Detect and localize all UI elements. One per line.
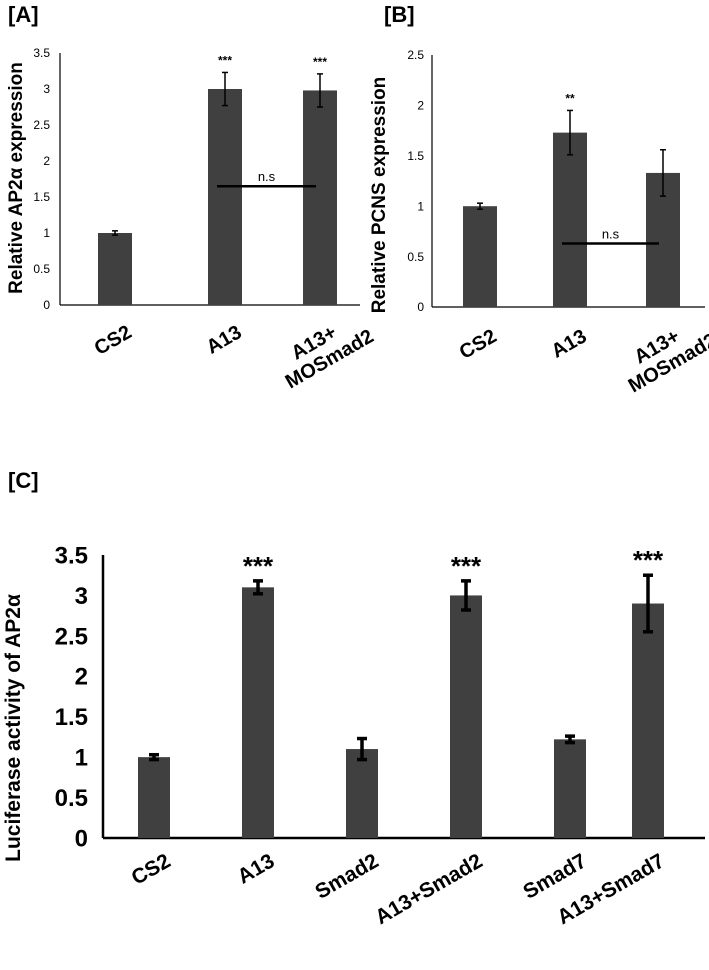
category-label: CS2 xyxy=(91,321,136,360)
category-label: A13+MOSmad2 xyxy=(614,310,709,397)
panel-label-c: [C] xyxy=(8,468,39,493)
y-tick-label: 3.5 xyxy=(55,542,88,569)
chart-a: Relative AP2α expression 0 0.5 1 1.5 2 2.5 3 3.… xyxy=(6,46,377,393)
significance-label: *** xyxy=(633,545,664,575)
y-tick-label: 0 xyxy=(75,825,88,852)
bar xyxy=(553,132,587,307)
bar xyxy=(208,89,242,305)
y-tick-label: 2.5 xyxy=(55,623,88,650)
category-label: Smad2 xyxy=(311,849,382,903)
y-tick-label: 2 xyxy=(43,154,50,168)
ns-label: n.s xyxy=(602,226,620,241)
y-tick-label: 1 xyxy=(43,226,50,240)
y-tick-label: 2 xyxy=(417,99,424,113)
y-tick-label: 0 xyxy=(417,300,424,314)
bar xyxy=(463,206,497,307)
category-label-line: A13 xyxy=(203,321,246,358)
bar xyxy=(346,749,378,838)
category-label: CS2 xyxy=(456,325,501,364)
significance-label: *** xyxy=(218,53,232,67)
category-label: A13 xyxy=(234,849,279,888)
y-tick-label: 1.5 xyxy=(407,149,424,163)
category-label-line: CS2 xyxy=(456,325,501,364)
y-axis-title: Relative AP2α expression xyxy=(6,62,27,294)
bar xyxy=(450,595,482,838)
y-tick-label: 0.5 xyxy=(55,785,88,812)
panel-label-a: [A] xyxy=(8,2,39,27)
y-tick-label: 3 xyxy=(75,583,88,610)
category-label: CS2 xyxy=(128,849,175,889)
y-axis-title: Luciferase activity of AP2α xyxy=(2,594,25,862)
panel-label-b: [B] xyxy=(384,2,415,27)
y-tick-label: 2.5 xyxy=(33,118,50,132)
y-tick-label: 1 xyxy=(75,745,88,772)
chart-c: Luciferase activity of AP2α 0 0.5 1 1.5 2 2.5… xyxy=(2,542,705,929)
bar xyxy=(98,233,132,305)
significance-label: *** xyxy=(243,551,274,581)
y-tick-label: 0.5 xyxy=(407,250,424,264)
bar xyxy=(632,603,664,838)
category-label-line: CS2 xyxy=(91,321,136,360)
category-label: A13 xyxy=(548,325,591,362)
y-tick-label: 1.5 xyxy=(55,704,88,731)
y-tick-label: 1 xyxy=(417,199,424,213)
significance-label: ** xyxy=(565,91,575,105)
category-label: A13+MOSmad2 xyxy=(271,306,378,393)
y-tick-label: 1.5 xyxy=(33,190,50,204)
bar xyxy=(554,739,586,838)
y-tick-label: 0.5 xyxy=(33,262,50,276)
significance-label: *** xyxy=(313,55,327,69)
category-label-line: A13+Smad2 xyxy=(371,849,486,929)
ns-label: n.s xyxy=(258,169,276,184)
y-tick-label: 2 xyxy=(75,664,88,691)
y-tick-label: 2.5 xyxy=(407,48,424,62)
category-label: A13 xyxy=(203,321,246,358)
significance-label: *** xyxy=(451,551,482,581)
bar xyxy=(138,757,170,838)
y-tick-label: 3.5 xyxy=(33,46,50,60)
category-label-line: CS2 xyxy=(128,849,175,889)
category-label: A13+Smad2 xyxy=(371,849,486,929)
y-axis-title: Relative PCNS expression xyxy=(369,77,390,314)
y-tick-label: 3 xyxy=(43,82,50,96)
category-label-line: A13 xyxy=(234,849,279,888)
chart-b: Relative PCNS expression 0 0.5 1 1.5 2 2.5 CS2… xyxy=(369,48,709,397)
bar xyxy=(242,587,274,838)
category-label-line: A13 xyxy=(548,325,591,362)
category-label-line: Smad2 xyxy=(311,849,382,903)
y-tick-label: 0 xyxy=(43,298,50,312)
bar xyxy=(303,90,337,305)
